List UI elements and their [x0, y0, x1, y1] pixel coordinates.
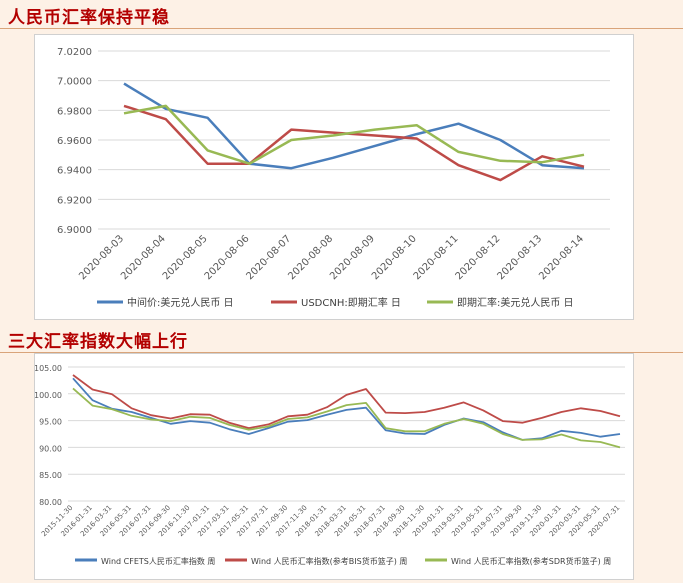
chart-panel-usdcny: 7.0200 7.0000 6.9800 6.9600 6.9400 6.9200 6.90…: [34, 34, 634, 320]
y-tick-label: 85.00: [39, 471, 62, 480]
chart-usdcny: 7.0200 7.0000 6.9800 6.9600 6.9400 6.9200 6.90…: [57, 47, 610, 309]
y-tick-label: 90.00: [39, 444, 62, 453]
y-tick-label: 95.00: [39, 418, 62, 427]
series-line: [123, 82, 585, 170]
legend-label: Wind 人民币汇率指数(参考BIS货币篮子) 周: [251, 556, 407, 566]
chart-panel-rmb-index: 105.00 100.00 95.00 90.00 85.00 80.00 2015-11-…: [34, 353, 634, 580]
section-title: 三大汇率指数大幅上行: [8, 332, 188, 352]
chart-rmb-index: 105.00100.0095.0090.0085.0080.002015-11-…: [34, 364, 625, 566]
y-tick-label: 6.9600: [57, 136, 92, 147]
y-tick-label: 80.00: [39, 498, 62, 507]
series-line: [72, 377, 621, 441]
y-tick-label: 6.9000: [57, 225, 92, 236]
y-tick-label: 105.00: [35, 364, 62, 373]
x-tick-label: 2020-08-14: [537, 233, 586, 282]
section-title: 人民币汇率保持平稳: [8, 8, 170, 28]
y-tick-label: 6.9200: [57, 195, 92, 206]
y-tick-label: 7.0000: [57, 77, 92, 88]
y-tick-label: 6.9800: [57, 106, 92, 117]
legend-label: Wind CFETS人民币汇率指数 周: [101, 556, 215, 566]
series-line: [123, 104, 585, 182]
legend-label: USDCNH:即期汇率 日: [301, 296, 401, 309]
legend-label: 即期汇率:美元兑人民币 日: [457, 296, 574, 309]
y-tick-label: 100.00: [35, 391, 62, 400]
y-tick-label: 7.0200: [57, 47, 92, 58]
legend-label: 中间价:美元兑人民币 日: [127, 296, 234, 309]
section-header: 三大汇率指数大幅上行: [0, 324, 683, 353]
series-line: [123, 104, 585, 165]
section-header: 人民币汇率保持平稳: [0, 0, 683, 29]
legend-label: Wind 人民币汇率指数(参考SDR货币篮子) 周: [451, 556, 611, 566]
series-line: [72, 374, 621, 429]
series-line: [72, 387, 621, 449]
y-tick-label: 6.9400: [57, 166, 92, 177]
